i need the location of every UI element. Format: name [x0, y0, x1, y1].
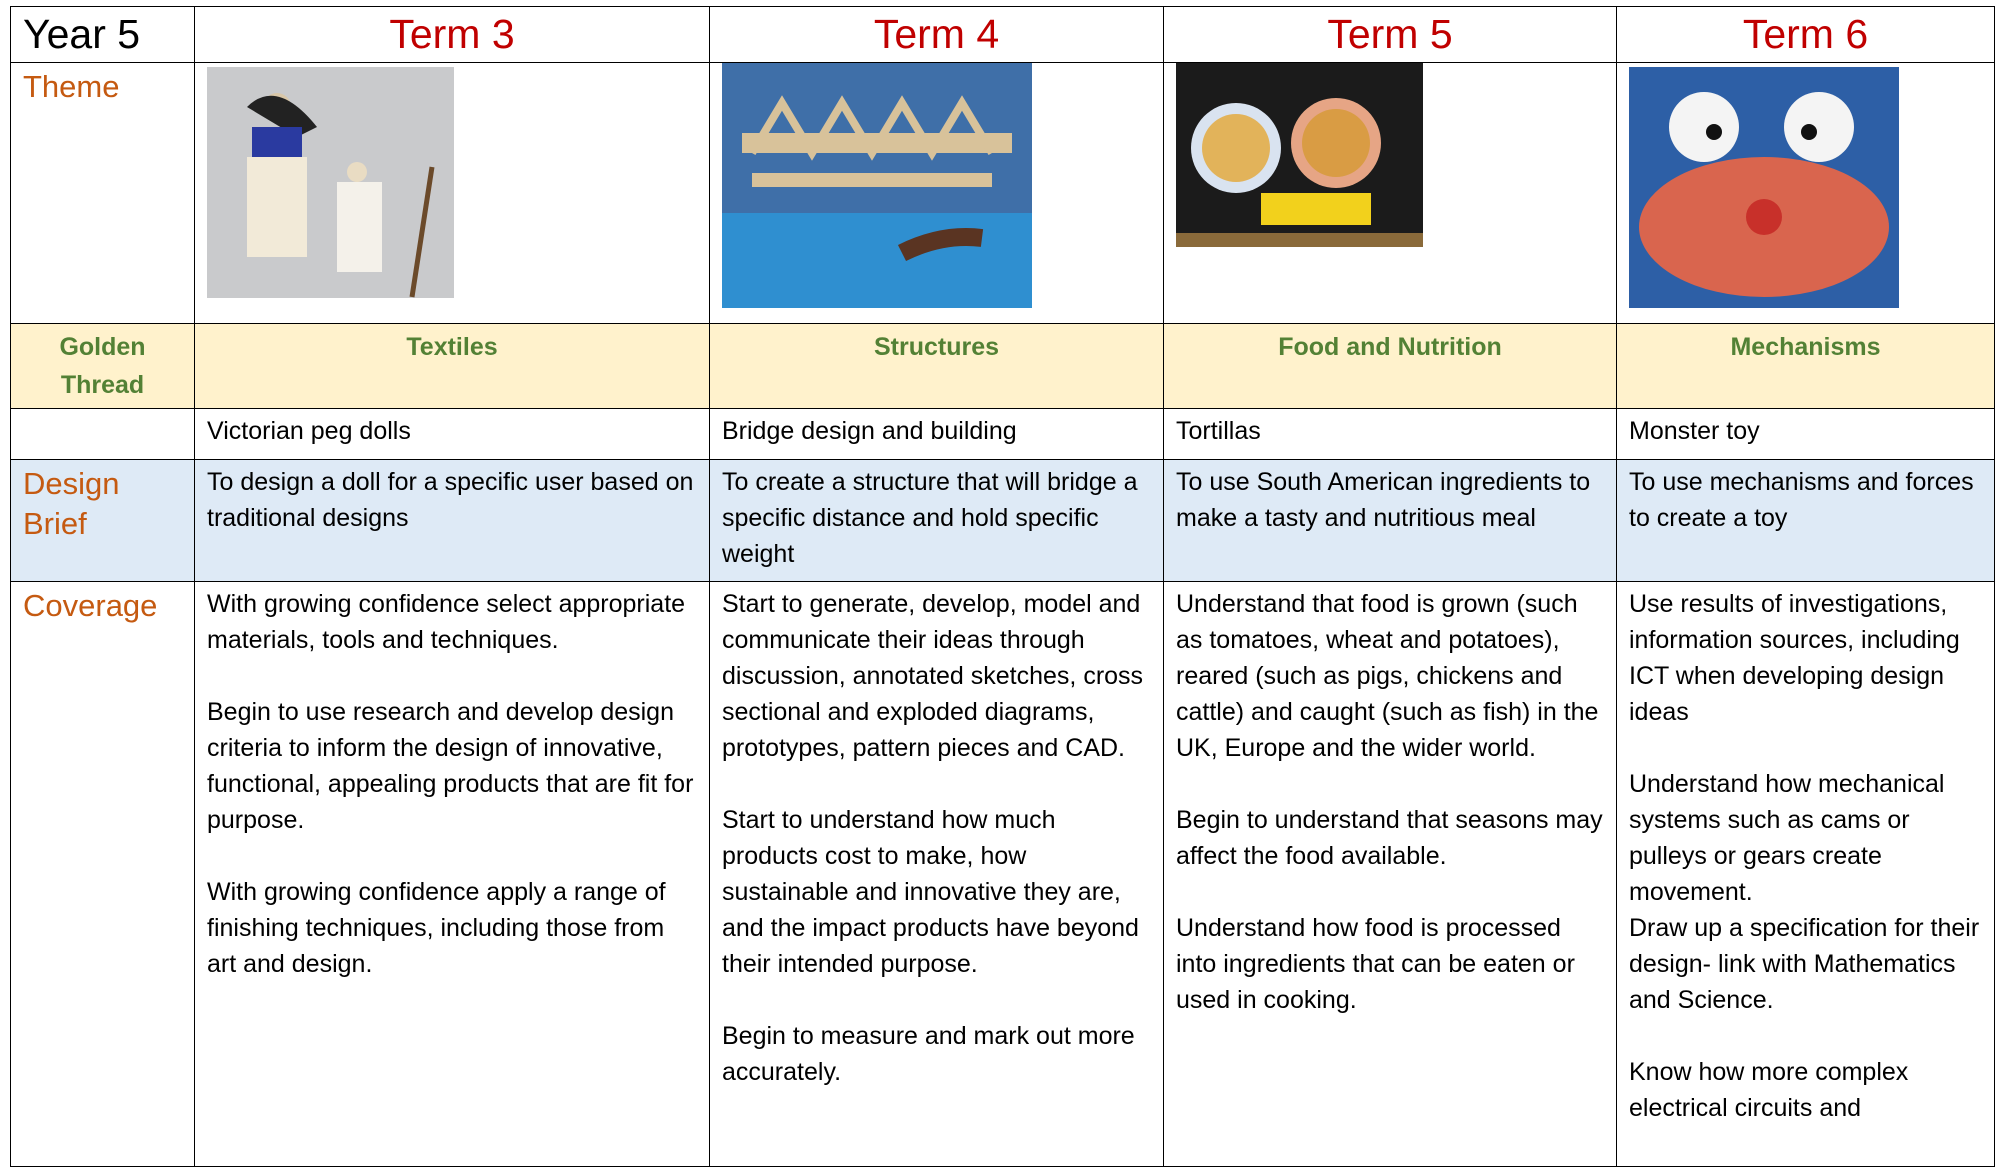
coverage-line: Begin to understand that seasons may aff…: [1176, 806, 1603, 870]
topic: Textiles: [194, 323, 710, 409]
bridge-photo: [722, 63, 1032, 308]
theme-image-cell: [1163, 62, 1617, 324]
coverage-line: Begin to measure and mark out more accur…: [722, 1022, 1135, 1086]
coverage-paragraph: Start to generate, develop, model and co…: [722, 586, 1151, 766]
project: Monster toy: [1616, 408, 1995, 460]
coverage-paragraph: Understand how food is processed into in…: [1176, 910, 1604, 1018]
golden-thread-label: Golden Thread: [10, 323, 195, 409]
coverage-line: Start to understand how much products co…: [722, 806, 1139, 978]
coverage-paragraph: Begin to measure and mark out more accur…: [722, 1018, 1151, 1090]
coverage-paragraph: With growing confidence apply a range of…: [207, 874, 697, 982]
project: Victorian peg dolls: [194, 408, 710, 460]
topic: Structures: [709, 323, 1164, 409]
term-heading: Term 6: [1616, 6, 1995, 63]
coverage-paragraph: Begin to use research and develop design…: [207, 694, 697, 838]
coverage-line: With growing confidence select appropria…: [207, 590, 686, 654]
year-label: Year 5: [10, 6, 195, 63]
project: Bridge design and building: [709, 408, 1164, 460]
coverage-paragraph: Use results of investigations, informati…: [1629, 586, 1982, 730]
design-brief: To use mechanisms and forces to create a…: [1616, 459, 1995, 582]
coverage-paragraph: Understand that food is grown (such as t…: [1176, 586, 1604, 766]
golden-thread-row: Golden Thread Textiles Structures Food a…: [10, 323, 1995, 409]
coverage-cell: Start to generate, develop, model and co…: [709, 581, 1164, 1167]
theme-image-cell: [1616, 62, 1995, 324]
coverage-cell: With growing confidence select appropria…: [194, 581, 710, 1167]
curriculum-table: Year 5 Term 3 Term 4 Term 5 Term 6 Theme: [10, 6, 1995, 1167]
theme-image-cell: [194, 62, 710, 324]
coverage-paragraph: Start to understand how much products co…: [722, 802, 1151, 982]
coverage-line: Use results of investigations, informati…: [1629, 590, 1960, 726]
design-brief: To design a doll for a specific user bas…: [194, 459, 710, 582]
coverage-line: Start to generate, develop, model and co…: [722, 590, 1144, 762]
design-brief: To create a structure that will bridge a…: [709, 459, 1164, 582]
coverage-line: Know how more complex electrical circuit…: [1629, 1058, 1909, 1122]
theme-label: Theme: [10, 62, 195, 324]
term-heading: Term 3: [194, 6, 710, 63]
coverage-cell: Understand that food is grown (such as t…: [1163, 581, 1617, 1167]
topic: Food and Nutrition: [1163, 323, 1617, 409]
coverage-paragraph: Understand how mechanical systems such a…: [1629, 766, 1982, 1018]
topic: Mechanisms: [1616, 323, 1995, 409]
body: Year 5 Term 3 Term 4 Term 5 Term 6 Theme: [10, 6, 1995, 1167]
coverage-line: With growing confidence apply a range of…: [207, 878, 666, 978]
coverage-paragraph: Know how more complex electrical circuit…: [1629, 1054, 1982, 1126]
term-heading: Term 5: [1163, 6, 1617, 63]
design-brief: To use South American ingredients to mak…: [1163, 459, 1617, 582]
term-heading: Term 4: [709, 6, 1164, 63]
monster-toy-photo: [1629, 67, 1899, 308]
coverage-row: Coverage With growing confidence select …: [10, 581, 1995, 1167]
theme-image-cell: [709, 62, 1164, 324]
coverage-line: Draw up a specification for their design…: [1629, 914, 1980, 1014]
design-brief-label: Design Brief: [10, 459, 195, 582]
project: Tortillas: [1163, 408, 1617, 460]
coverage-line: Understand how mechanical systems such a…: [1629, 770, 1945, 906]
coverage-line: Understand how food is processed into in…: [1176, 914, 1575, 1014]
project-row: Victorian peg dolls Bridge design and bu…: [10, 408, 1995, 460]
page: Year 5 Design and Technology {"header": …: [10, 6, 1995, 1167]
header-row: Year 5 Term 3 Term 4 Term 5 Term 6: [10, 6, 1995, 63]
coverage-label: Coverage: [10, 581, 195, 1167]
coverage-paragraph: Begin to understand that seasons may aff…: [1176, 802, 1604, 874]
coverage-line: Begin to use research and develop design…: [207, 698, 694, 834]
peg-dolls-photo: [207, 67, 454, 298]
coverage-cell: Use results of investigations, informati…: [1616, 581, 1995, 1167]
design-brief-row: Design Brief To design a doll for a spec…: [10, 459, 1995, 582]
coverage-paragraph: With growing confidence select appropria…: [207, 586, 697, 658]
tortilla-photo: [1176, 63, 1423, 247]
theme-row: Theme: [10, 62, 1995, 324]
empty-cell: [10, 408, 195, 460]
coverage-line: Understand that food is grown (such as t…: [1176, 590, 1599, 762]
